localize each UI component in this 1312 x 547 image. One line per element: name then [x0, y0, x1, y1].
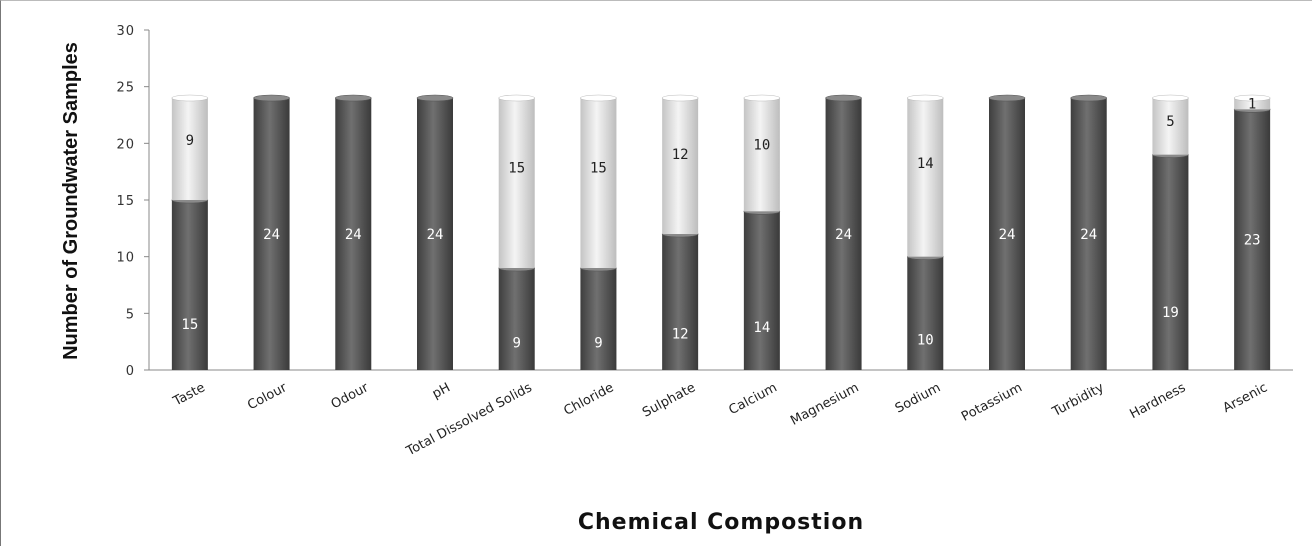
bar-cap	[171, 94, 209, 102]
data-label: 1	[1248, 97, 1256, 113]
data-label: 12	[672, 326, 689, 342]
data-label: 24	[263, 227, 280, 243]
bar-segment-dark	[580, 268, 617, 370]
x-tick-label: Hardness	[1127, 380, 1188, 422]
x-tick-label: Calcium	[726, 380, 779, 418]
bar-segment-dark	[253, 98, 290, 370]
y-axis-title: Number of Groundwater Samples	[60, 42, 82, 360]
y-tick-label: 10	[116, 251, 135, 266]
y-tick-label: 30	[116, 24, 135, 39]
bar-segment-dark	[417, 98, 453, 370]
data-label: 9	[512, 335, 520, 351]
x-tick-label: Magnesium	[788, 380, 861, 428]
bar-segment-dark	[907, 256, 944, 370]
y-tick-label: 0	[126, 364, 135, 379]
y-tick-label: 25	[116, 81, 135, 96]
data-label: 15	[590, 161, 607, 177]
y-tick-label: 15	[116, 194, 135, 209]
bar-segment-light	[1234, 98, 1271, 110]
bar-cap	[334, 94, 372, 102]
bars	[171, 94, 1271, 370]
bar-segment-dark	[1152, 154, 1189, 370]
bar-segment-dark	[825, 98, 862, 370]
y-tick-label: 20	[116, 137, 135, 152]
x-tick-label: Sulphate	[640, 380, 698, 420]
x-tick-label: Turbidity	[1049, 380, 1107, 420]
data-label: 23	[1244, 233, 1261, 249]
bar-segment-light	[1152, 98, 1189, 155]
x-tick-label: Arsenic	[1221, 380, 1270, 416]
y-axis: 0 5 10 15 20 25 30	[116, 24, 150, 379]
bar-segment-dark	[662, 234, 699, 370]
data-label: 15	[508, 161, 525, 177]
bar-cap	[253, 94, 290, 102]
x-tick-label: Chloride	[562, 380, 617, 419]
data-label: 14	[753, 320, 770, 336]
bar-segment-dark	[171, 200, 208, 370]
x-tick-label: Colour	[245, 380, 290, 413]
data-label: 24	[999, 227, 1016, 243]
data-label: 10	[917, 332, 934, 348]
data-label: 24	[345, 227, 362, 243]
bar-segment-light	[498, 98, 535, 268]
bar-cap	[498, 94, 536, 102]
bar-segment-dark	[743, 211, 780, 370]
data-label: 10	[753, 137, 770, 153]
data-label: 12	[672, 147, 689, 163]
bar-cap	[1233, 94, 1271, 102]
x-tick-label: Taste	[170, 380, 208, 409]
bar-cap	[743, 94, 781, 102]
bar-segment-light	[580, 98, 617, 268]
bar-segment-dark	[335, 98, 372, 370]
bar-segment-light	[171, 98, 208, 200]
bar-cap	[906, 94, 944, 102]
bar-segment-dark	[989, 98, 1025, 370]
data-label: 19	[1162, 305, 1179, 321]
bar-segment-dark	[1234, 109, 1271, 370]
bar-cap	[580, 94, 617, 102]
y-tick-label: 5	[126, 307, 135, 322]
bar-cap	[661, 94, 699, 102]
data-label: 24	[1080, 227, 1097, 243]
bar-cap	[988, 94, 1026, 102]
x-tick-label: Odour	[329, 380, 372, 412]
data-label: 15	[181, 317, 198, 333]
bar-segment-dark	[1070, 98, 1107, 370]
x-tick-label: Total Dissolved Solids	[403, 380, 535, 459]
x-tick-label: Sodium	[893, 380, 943, 416]
bar-cap	[1152, 94, 1189, 102]
x-tick-label: pH	[430, 380, 453, 402]
bar-cap	[416, 94, 454, 102]
bar-segment-light	[662, 98, 699, 234]
data-label: 24	[835, 227, 852, 243]
data-label: 9	[594, 335, 602, 351]
x-tick-label: Potassium	[959, 380, 1025, 424]
bar-segment-dark	[498, 268, 535, 370]
bar-cap	[1070, 94, 1108, 102]
x-axis-title: Chemical Compostion	[578, 510, 864, 535]
bar-segment-light	[907, 98, 944, 257]
data-labels: 15 9 24 24 24 9 15 9 15 12 12 14 10 24 10 14 24 24 19 5 23 1	[181, 97, 1260, 352]
data-label: 14	[917, 156, 934, 172]
data-label: 5	[1166, 114, 1174, 130]
data-label: 9	[186, 133, 194, 149]
bar-cap	[825, 94, 862, 102]
bar-segment-light	[743, 98, 780, 212]
data-label: 24	[427, 227, 444, 243]
